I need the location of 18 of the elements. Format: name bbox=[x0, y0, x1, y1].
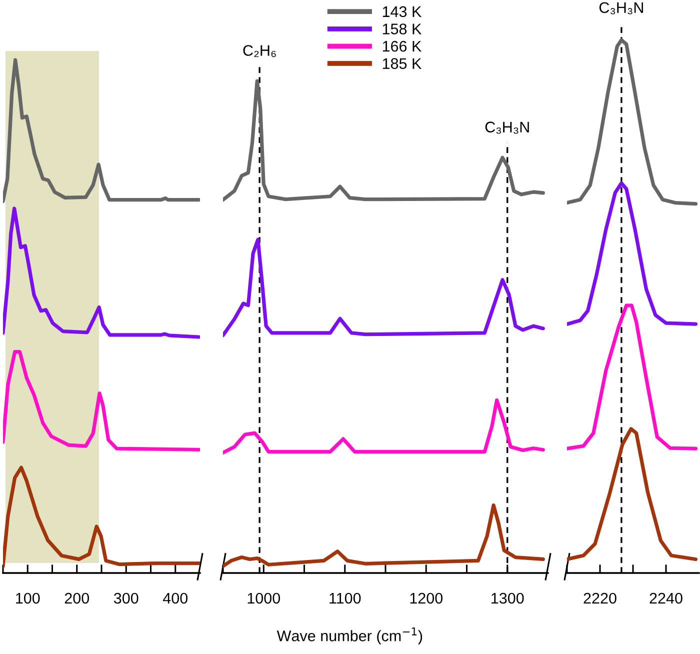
x-axis-title: Wave number (cm$^{−1}$) bbox=[276, 628, 422, 644]
ref-line-label: C₃H₃N bbox=[599, 2, 643, 14]
x-tick-label: 2220 bbox=[584, 592, 616, 604]
legend-label: 158 K bbox=[382, 24, 422, 34]
x-tick-label: 1200 bbox=[410, 592, 443, 604]
x-tick-label: 1100 bbox=[330, 592, 361, 604]
ref-line-label: C₃H₃N bbox=[485, 122, 529, 134]
x-tick-label: 200 bbox=[64, 592, 90, 604]
x-tick-label: 2240 bbox=[650, 592, 682, 604]
legend-label: 166 K bbox=[382, 40, 422, 52]
legend-label: 185 K bbox=[382, 58, 422, 69]
ref-line-label: C₂H₆ bbox=[243, 45, 276, 58]
legend-label: 143 K bbox=[382, 6, 422, 18]
x-tick-label: 100 bbox=[16, 592, 40, 604]
x-tick-label: 1300 bbox=[492, 592, 524, 604]
x-tick-label: 400 bbox=[162, 592, 188, 604]
x-tick-label: 300 bbox=[114, 592, 138, 604]
x-tick-label: 1000 bbox=[248, 592, 280, 604]
